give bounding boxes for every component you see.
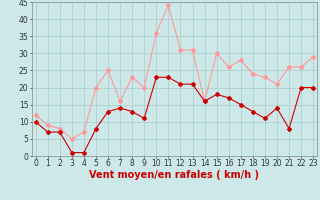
X-axis label: Vent moyen/en rafales ( km/h ): Vent moyen/en rafales ( km/h ) (89, 170, 260, 180)
